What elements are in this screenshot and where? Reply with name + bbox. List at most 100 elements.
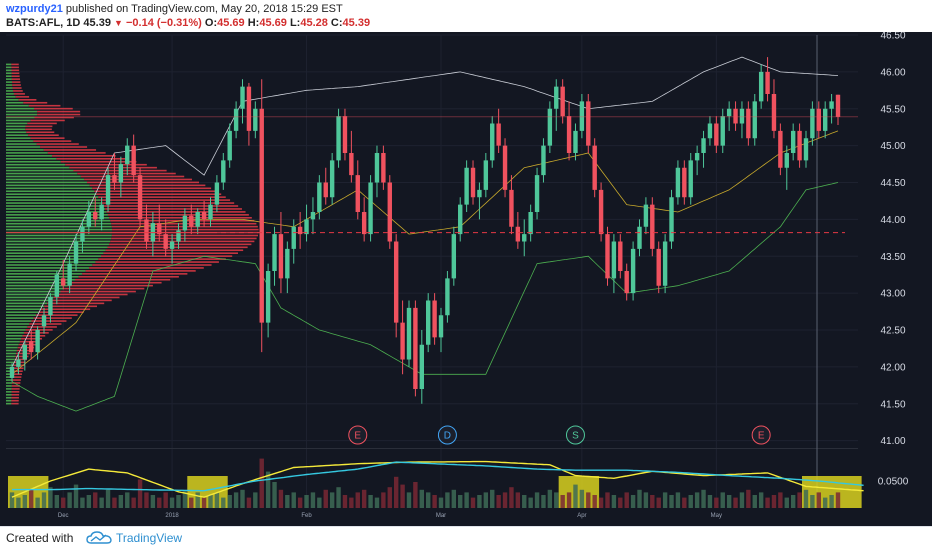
candle[interactable] <box>118 156 124 198</box>
candle[interactable] <box>739 101 745 139</box>
candle[interactable] <box>393 234 399 338</box>
candle[interactable] <box>48 293 53 323</box>
candle[interactable] <box>579 94 585 139</box>
candle[interactable] <box>336 108 341 168</box>
candle[interactable] <box>611 234 617 294</box>
candle[interactable] <box>157 204 162 242</box>
candle[interactable] <box>387 175 392 249</box>
candle[interactable] <box>528 204 533 242</box>
candle[interactable] <box>560 79 565 124</box>
candle[interactable] <box>99 197 104 231</box>
candle[interactable] <box>438 307 444 353</box>
candle[interactable] <box>381 145 386 190</box>
tradingview-brand[interactable]: TradingView <box>116 531 183 545</box>
candle[interactable] <box>163 219 168 257</box>
candle[interactable] <box>451 226 457 286</box>
candle[interactable] <box>803 130 809 168</box>
candle[interactable] <box>297 212 303 249</box>
candle[interactable] <box>586 94 591 153</box>
candle[interactable] <box>189 204 194 235</box>
candle[interactable] <box>554 79 559 131</box>
candle[interactable] <box>630 241 636 301</box>
price-chart[interactable]: E D S E 46.50 46.00 45.50 45.00 44.50 44.00 43.50… <box>0 32 932 526</box>
candle[interactable] <box>221 153 226 190</box>
candle[interactable] <box>253 101 258 139</box>
candle[interactable] <box>310 197 316 235</box>
candle[interactable] <box>137 167 143 227</box>
candle[interactable] <box>765 57 770 102</box>
candle[interactable] <box>515 212 521 249</box>
candle[interactable] <box>822 101 828 139</box>
candle[interactable] <box>368 175 373 242</box>
candle[interactable] <box>784 145 789 190</box>
candle[interactable] <box>483 153 489 198</box>
candle[interactable] <box>598 182 604 242</box>
candle[interactable] <box>265 263 271 338</box>
candle[interactable] <box>35 326 40 360</box>
candle[interactable] <box>720 108 725 153</box>
candle[interactable] <box>9 363 15 382</box>
candle[interactable] <box>797 123 802 168</box>
candle[interactable] <box>701 130 706 168</box>
candle[interactable] <box>355 160 360 220</box>
candle[interactable] <box>201 200 207 227</box>
candle[interactable] <box>810 101 815 146</box>
candle[interactable] <box>470 160 476 205</box>
candle[interactable] <box>285 241 290 294</box>
candle[interactable] <box>688 153 693 205</box>
candle[interactable] <box>349 130 354 183</box>
candle[interactable] <box>758 64 764 109</box>
candle[interactable] <box>86 200 92 235</box>
candle[interactable] <box>566 101 572 161</box>
candle[interactable] <box>329 153 335 205</box>
candle[interactable] <box>726 101 732 131</box>
candle[interactable] <box>816 101 821 139</box>
candle[interactable] <box>573 123 578 161</box>
candle[interactable] <box>144 204 149 249</box>
candle[interactable] <box>835 94 841 125</box>
candle[interactable] <box>361 197 367 242</box>
candle[interactable] <box>304 204 309 242</box>
candle[interactable] <box>291 219 296 264</box>
event-marker[interactable]: E <box>751 425 771 445</box>
candle[interactable] <box>771 79 777 139</box>
candle[interactable] <box>233 101 239 139</box>
candle[interactable] <box>317 175 322 220</box>
symbol-label[interactable]: BATS:AFL, 1D <box>6 17 81 29</box>
candle[interactable] <box>93 197 98 227</box>
candle[interactable] <box>227 123 232 168</box>
candle[interactable] <box>592 138 597 198</box>
candle[interactable] <box>342 108 348 161</box>
candle[interactable] <box>240 79 245 124</box>
event-marker[interactable]: E <box>348 425 368 445</box>
candle[interactable] <box>259 79 264 353</box>
candle[interactable] <box>182 208 188 242</box>
candle[interactable] <box>80 219 85 253</box>
candle[interactable] <box>214 175 220 212</box>
event-marker[interactable]: D <box>437 425 457 445</box>
candle[interactable] <box>169 234 175 264</box>
candle[interactable] <box>790 123 796 161</box>
candle[interactable] <box>278 212 284 294</box>
author-link[interactable]: wzpurdy21 <box>6 3 63 15</box>
candle[interactable] <box>131 134 136 183</box>
candle[interactable] <box>464 160 469 212</box>
candle[interactable] <box>637 219 642 257</box>
candle[interactable] <box>477 182 482 220</box>
candle[interactable] <box>541 138 546 183</box>
candle[interactable] <box>752 94 757 146</box>
candle[interactable] <box>522 219 527 257</box>
event-marker[interactable]: S <box>565 425 585 445</box>
candle[interactable] <box>534 167 540 220</box>
candle[interactable] <box>669 189 674 249</box>
candle[interactable] <box>496 108 501 153</box>
candle[interactable] <box>195 208 200 235</box>
candle[interactable] <box>29 330 34 360</box>
candlesticks[interactable] <box>9 57 841 404</box>
candle[interactable] <box>675 160 681 205</box>
candle[interactable] <box>829 94 834 124</box>
candle[interactable] <box>73 234 79 271</box>
candle[interactable] <box>413 300 418 397</box>
candle[interactable] <box>272 226 277 286</box>
